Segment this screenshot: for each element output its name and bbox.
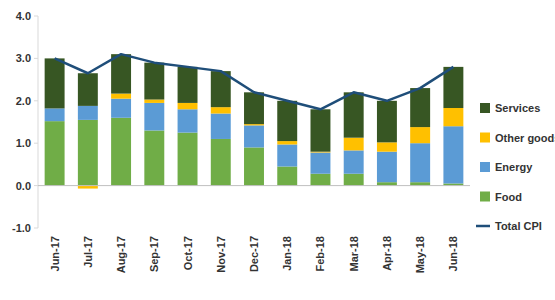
bar-segment: [111, 118, 131, 186]
y-tick: [34, 228, 38, 229]
bar-segment: [144, 103, 164, 131]
bar-segment: [244, 147, 264, 185]
bar-segment: [111, 54, 131, 93]
bar-segment: [277, 141, 297, 144]
bar-segment: [310, 153, 330, 174]
y-tick: [34, 185, 38, 186]
bar-segment: [111, 94, 131, 99]
bar-segment: [45, 58, 65, 108]
bar-segment: [211, 139, 231, 186]
y-tick: [34, 100, 38, 101]
bar-segment: [144, 63, 164, 100]
bar-segment: [244, 125, 264, 147]
bar-segment: [178, 103, 198, 109]
legend-swatch: [480, 133, 490, 143]
legend-label: Services: [495, 102, 540, 114]
y-tick-label: 3.0: [16, 52, 31, 64]
bar-segment: [78, 73, 98, 106]
bar-segment: [45, 121, 65, 185]
bar-segment: [410, 182, 430, 185]
x-tick-label: Jan-18: [281, 236, 293, 271]
bar-segment: [277, 167, 297, 186]
bar-segment: [244, 92, 264, 124]
x-tick-label: Sep-17: [148, 236, 160, 272]
bar-segment: [443, 108, 463, 126]
bar-segment: [277, 144, 297, 166]
y-tick: [34, 58, 38, 59]
x-tick-label: May-18: [414, 236, 426, 273]
bar-segment: [78, 106, 98, 120]
bar-segment: [244, 124, 264, 125]
y-axis: -1.0 0.0 1.0 2.0 3.0 4.0: [12, 10, 38, 234]
bar-segment: [144, 130, 164, 185]
x-tick-label: Dec-17: [248, 236, 260, 272]
y-tick-label: 4.0: [16, 10, 31, 22]
bar-segment: [377, 101, 397, 143]
line-layer: [55, 54, 454, 109]
bar-segment: [211, 107, 231, 113]
x-axis: Jun-17 Jul-17 Aug-17 Sep-17 Oct-17 Nov-17 Dec-…: [49, 236, 460, 273]
y-tick-label: -1.0: [12, 222, 31, 234]
bar-segment: [78, 120, 98, 186]
x-tick-label: Aug-17: [115, 236, 127, 273]
bar-segment: [310, 174, 330, 186]
bar-segment: [277, 101, 297, 141]
y-tick-label: 1.0: [16, 137, 31, 149]
legend-swatch: [480, 192, 490, 202]
x-axis-line: [38, 185, 470, 186]
bar-segment: [443, 126, 463, 183]
bar-segment: [410, 127, 430, 143]
bar-segment: [344, 138, 364, 151]
bar-segment: [310, 109, 330, 151]
x-tick-label: Mar-18: [348, 236, 360, 271]
bar-segment: [344, 150, 364, 173]
bar-segment: [344, 174, 364, 186]
y-tick: [34, 16, 38, 17]
y-tick-label: 0.0: [16, 180, 31, 192]
bar-segment: [410, 143, 430, 182]
legend-label: Food: [495, 191, 522, 203]
bar-segment: [178, 133, 198, 186]
x-tick-label: Nov-17: [215, 236, 227, 273]
y-tick-label: 2.0: [16, 95, 31, 107]
legend-label: Total CPI: [495, 220, 542, 232]
x-tick-label: Feb-18: [314, 236, 326, 271]
x-tick-label: Jun-17: [49, 236, 61, 271]
x-tick-label: Jun-18: [447, 236, 459, 271]
y-tick: [34, 143, 38, 144]
bar-segment: [344, 92, 364, 137]
plot-area: [45, 54, 464, 188]
bar-segment: [111, 99, 131, 118]
y-axis-line: [38, 16, 39, 228]
bar-segment: [178, 67, 198, 103]
bar-segment: [410, 88, 430, 127]
x-tick-label: Oct-17: [182, 236, 194, 270]
x-tick-label: Apr-18: [381, 236, 393, 271]
legend-swatch: [480, 162, 490, 172]
bar-segment: [377, 182, 397, 185]
bar-segment: [443, 67, 463, 108]
bar-segment: [377, 142, 397, 151]
bar-segment: [211, 114, 231, 139]
legend-swatch: [476, 225, 490, 228]
bar-segment: [178, 109, 198, 132]
line-series: [55, 54, 454, 109]
legend-label: Energy: [495, 161, 533, 173]
chart: -1.0 0.0 1.0 2.0 3.0 4.0 Jun-17 Jul-17 Aug-17 Sep…: [0, 0, 555, 300]
x-tick-label: Jul-17: [82, 236, 94, 268]
legend-label: Other goods: [495, 132, 555, 144]
bar-segment: [45, 108, 65, 121]
bar-segment: [144, 100, 164, 103]
legend: Services Other goods Energy Food Total CPI: [476, 102, 555, 232]
bar-segment: [377, 152, 397, 183]
legend-swatch: [480, 103, 490, 113]
